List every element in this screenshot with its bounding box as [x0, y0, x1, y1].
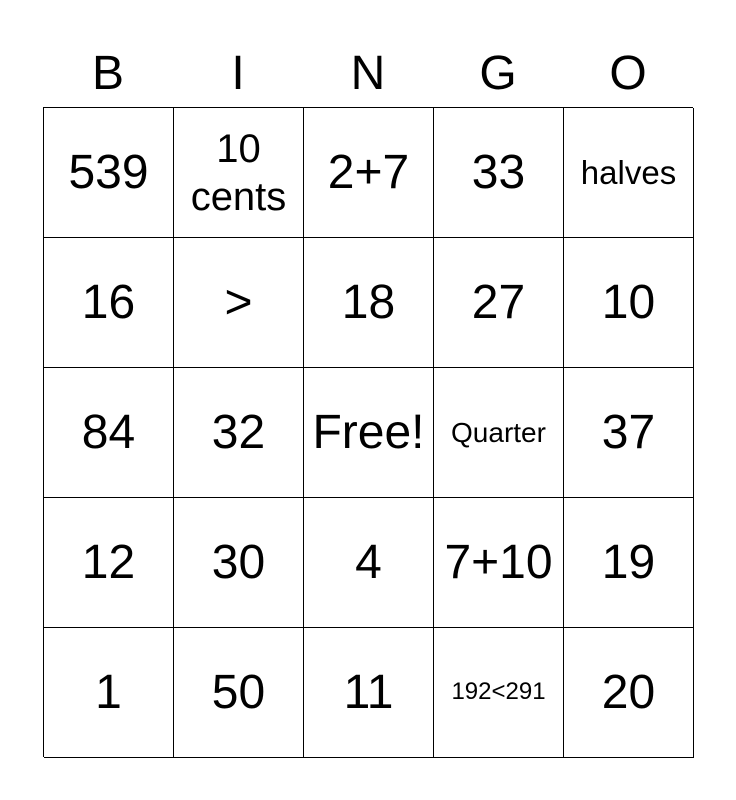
bingo-grid: 539 10 cents 2+7 33 halves 16 >18 27 10 84 32 Free!…	[43, 107, 694, 758]
bingo-cell[interactable]: 12	[44, 498, 174, 628]
free-space-cell[interactable]: Free!	[304, 368, 434, 498]
bingo-cell[interactable]: 20	[564, 628, 694, 758]
bingo-cell[interactable]: 30	[174, 498, 304, 628]
bingo-cell[interactable]: 2+7	[304, 108, 434, 238]
bingo-cell[interactable]: 16	[44, 238, 174, 368]
header-letter-b: B	[91, 47, 124, 100]
bingo-header: B I N G O	[43, 44, 693, 104]
header-letter-n: N	[350, 47, 386, 100]
bingo-cell[interactable]: 84	[44, 368, 174, 498]
bingo-cell[interactable]: 27	[434, 238, 564, 368]
bingo-cell[interactable]: 32	[174, 368, 304, 498]
header-letter-i: I	[231, 47, 245, 100]
bingo-cell[interactable]: 539	[44, 108, 174, 238]
bingo-cell[interactable]: 1	[44, 628, 174, 758]
bingo-cell[interactable]: 4	[304, 498, 434, 628]
bingo-cell[interactable]: 18	[304, 238, 434, 368]
bingo-cell[interactable]: halves	[564, 108, 694, 238]
bingo-cell[interactable]: 33	[434, 108, 564, 238]
bingo-cell[interactable]: 7+10	[434, 498, 564, 628]
header-letter-g: G	[479, 47, 517, 100]
bingo-cell[interactable]: 50	[174, 628, 304, 758]
bingo-cell[interactable]: Quarter	[434, 368, 564, 498]
header-letter-o: O	[609, 47, 647, 100]
bingo-cell[interactable]: 37	[564, 368, 694, 498]
bingo-cell[interactable]: 192<291	[434, 628, 564, 758]
bingo-cell[interactable]: >	[174, 238, 304, 368]
bingo-cell[interactable]: 19	[564, 498, 694, 628]
bingo-cell[interactable]: 11	[304, 628, 434, 758]
bingo-cell[interactable]: 10	[564, 238, 694, 368]
bingo-cell[interactable]: 10 cents	[174, 108, 304, 238]
